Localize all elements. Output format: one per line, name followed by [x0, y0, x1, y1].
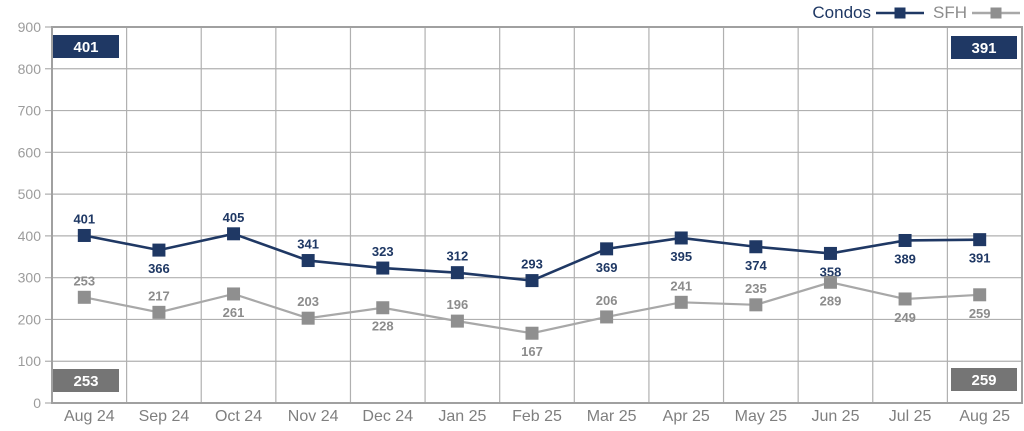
y-axis-label-0: 0 [33, 395, 41, 411]
sfh-value-label-aug-24: 253 [73, 273, 95, 288]
sfh-value-label-aug-25: 259 [969, 306, 991, 321]
x-axis-label-aug-25: Aug 25 [959, 408, 1010, 425]
sfh-point-aug-24[interactable] [77, 290, 91, 304]
y-axis-label-200: 200 [18, 311, 42, 327]
legend-condos-line-marker-icon [876, 7, 924, 19]
x-axis-label-jan-25: Jan 25 [438, 408, 486, 425]
sfh-point-sep-24[interactable] [152, 305, 166, 319]
sfh-value-label-jun-25: 289 [820, 293, 842, 308]
plot-border [51, 26, 1023, 404]
sfh-value-label-apr-25: 241 [670, 278, 692, 293]
condos-point-aug-25[interactable] [973, 233, 987, 247]
condos-value-label-aug-25: 391 [969, 251, 991, 266]
condos-point-jan-25[interactable] [450, 266, 464, 280]
y-axis-label-800: 800 [18, 61, 42, 77]
y-axis-label-900: 900 [18, 19, 42, 35]
condos-value-label-dec-24: 323 [372, 244, 394, 259]
legend-item-condos[interactable]: Condos [812, 2, 924, 24]
sfh-point-mar-25[interactable] [600, 310, 614, 324]
badge-bottom-right-value: 259 [971, 372, 996, 389]
sfh-value-label-jan-25: 196 [447, 297, 469, 312]
x-axis-label-feb-25: Feb 25 [512, 408, 562, 425]
legend-label-sfh: SFH [933, 3, 967, 22]
condos-value-label-may-25: 374 [745, 258, 767, 273]
sfh-point-apr-25[interactable] [674, 295, 688, 309]
condos-value-label-jun-25: 358 [820, 264, 842, 279]
sfh-value-label-jul-25: 249 [894, 310, 916, 325]
sfh-point-jul-25[interactable] [898, 292, 912, 306]
sfh-value-label-dec-24: 228 [372, 319, 394, 334]
x-axis-label-apr-25: Apr 25 [663, 408, 710, 425]
condos-point-dec-24[interactable] [376, 261, 390, 275]
y-axis-label-400: 400 [18, 228, 42, 244]
legend-item-sfh[interactable]: SFH [933, 2, 1020, 24]
sfh-value-label-sep-24: 217 [148, 288, 170, 303]
sfh-value-label-oct-24: 261 [223, 305, 245, 320]
legend-sfh-line-marker-icon [972, 7, 1020, 19]
x-axis-label-oct-24: Oct 24 [215, 408, 262, 425]
sfh-point-aug-25[interactable] [973, 288, 987, 302]
condos-value-label-oct-24: 405 [223, 210, 245, 225]
condos-point-apr-25[interactable] [674, 231, 688, 245]
y-axis-label-600: 600 [18, 144, 42, 160]
sfh-point-jun-25[interactable] [823, 275, 837, 289]
x-axis-label-mar-25: Mar 25 [587, 408, 637, 425]
x-axis-label-jul-25: Jul 25 [889, 408, 932, 425]
condos-value-label-feb-25: 293 [521, 257, 543, 272]
condos-point-oct-24[interactable] [227, 227, 241, 241]
sfh-point-jan-25[interactable] [450, 314, 464, 328]
chart-legend: Condos SFH [812, 2, 1020, 24]
badge-top-right-value: 391 [971, 40, 996, 57]
y-axis-label-300: 300 [18, 270, 42, 286]
condos-point-jul-25[interactable] [898, 233, 912, 247]
x-axis-label-dec-24: Dec 24 [362, 408, 413, 425]
legend-label-condos: Condos [812, 3, 871, 22]
x-axis-label-jun-25: Jun 25 [811, 408, 859, 425]
condos-value-label-mar-25: 369 [596, 260, 618, 275]
condos-point-feb-25[interactable] [525, 274, 539, 288]
x-axis-label-nov-24: Nov 24 [288, 408, 339, 425]
sfh-value-label-nov-24: 203 [297, 294, 319, 309]
condos-value-label-aug-24: 401 [73, 211, 95, 226]
y-axis-label-700: 700 [18, 103, 42, 119]
badge-bottom-right [951, 368, 1017, 391]
sfh-point-nov-24[interactable] [301, 311, 315, 325]
condos-value-label-apr-25: 395 [670, 249, 692, 264]
badge-bottom-left [53, 369, 119, 392]
condos-point-aug-24[interactable] [77, 228, 91, 242]
sfh-point-may-25[interactable] [749, 298, 763, 312]
x-axis-label-may-25: May 25 [735, 408, 788, 425]
sfh-point-feb-25[interactable] [525, 326, 539, 340]
badge-top-right [951, 36, 1017, 59]
sfh-point-dec-24[interactable] [376, 301, 390, 315]
badge-bottom-left-value: 253 [73, 373, 98, 390]
condos-point-sep-24[interactable] [152, 243, 166, 257]
sfh-value-label-may-25: 235 [745, 281, 767, 296]
condos-point-mar-25[interactable] [600, 242, 614, 256]
sfh-point-oct-24[interactable] [227, 287, 241, 301]
x-axis-label-sep-24: Sep 24 [139, 408, 190, 425]
condos-value-label-jul-25: 389 [894, 251, 916, 266]
sfh-value-label-mar-25: 206 [596, 293, 618, 308]
badge-top-left-value: 401 [73, 39, 98, 56]
condos-point-jun-25[interactable] [823, 246, 837, 260]
condos-value-label-nov-24: 341 [297, 237, 319, 252]
condos-point-may-25[interactable] [749, 240, 763, 254]
condos-value-label-jan-25: 312 [447, 249, 469, 264]
badge-top-left [53, 35, 119, 58]
sfh-value-label-feb-25: 167 [521, 344, 543, 359]
condos-value-label-sep-24: 366 [148, 261, 170, 276]
y-axis-label-100: 100 [18, 353, 42, 369]
x-axis-label-aug-24: Aug 24 [64, 408, 115, 425]
condos-point-nov-24[interactable] [301, 254, 315, 268]
sfh-line [84, 281, 980, 335]
y-axis-label-500: 500 [18, 186, 42, 202]
